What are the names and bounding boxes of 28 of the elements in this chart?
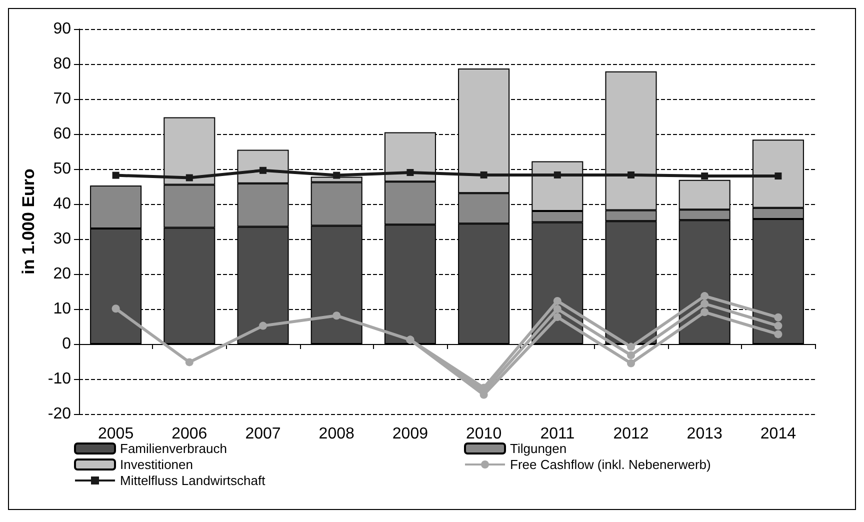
x-tick-label: 2014 <box>760 426 796 442</box>
x-tick-label: 2006 <box>172 426 208 442</box>
x-tick-label: 2007 <box>245 426 281 442</box>
legend-label: Familienverbrauch <box>120 441 227 456</box>
y-tick-label: 30 <box>53 230 72 248</box>
x-tick-label: 2012 <box>613 426 649 442</box>
x-tick-label: 2011 <box>540 426 575 442</box>
legend-label: Tilgungen <box>510 441 567 456</box>
x-tick-label: 2013 <box>686 426 722 442</box>
y-tick-label: -20 <box>48 406 72 422</box>
legend-label: Mittelfluss Landwirtschaft <box>120 473 266 488</box>
x-tick-label: 2005 <box>98 426 134 442</box>
y-axis-title: in 1.000 Euro <box>18 168 38 274</box>
y-tick-label: -10 <box>48 370 72 388</box>
y-tick-label: 90 <box>53 20 72 38</box>
x-tick-label: 2010 <box>466 426 502 442</box>
y-tick-label: 20 <box>53 266 72 282</box>
x-tick-label: 2009 <box>392 426 428 442</box>
y-tick-label: 50 <box>53 160 72 178</box>
y-tick-label: 60 <box>53 126 72 142</box>
y-tick-label: 70 <box>53 90 72 108</box>
y-tick-label: 80 <box>53 56 72 72</box>
x-tick-label: 2008 <box>318 426 354 442</box>
y-tick-label: 10 <box>53 300 72 318</box>
legend-label: Free Cashflow (inkl. Nebenerwerb) <box>510 457 711 472</box>
y-tick-label: 0 <box>62 336 72 352</box>
legend-label: Investitionen <box>120 457 193 472</box>
y-tick-label: 40 <box>53 196 72 212</box>
